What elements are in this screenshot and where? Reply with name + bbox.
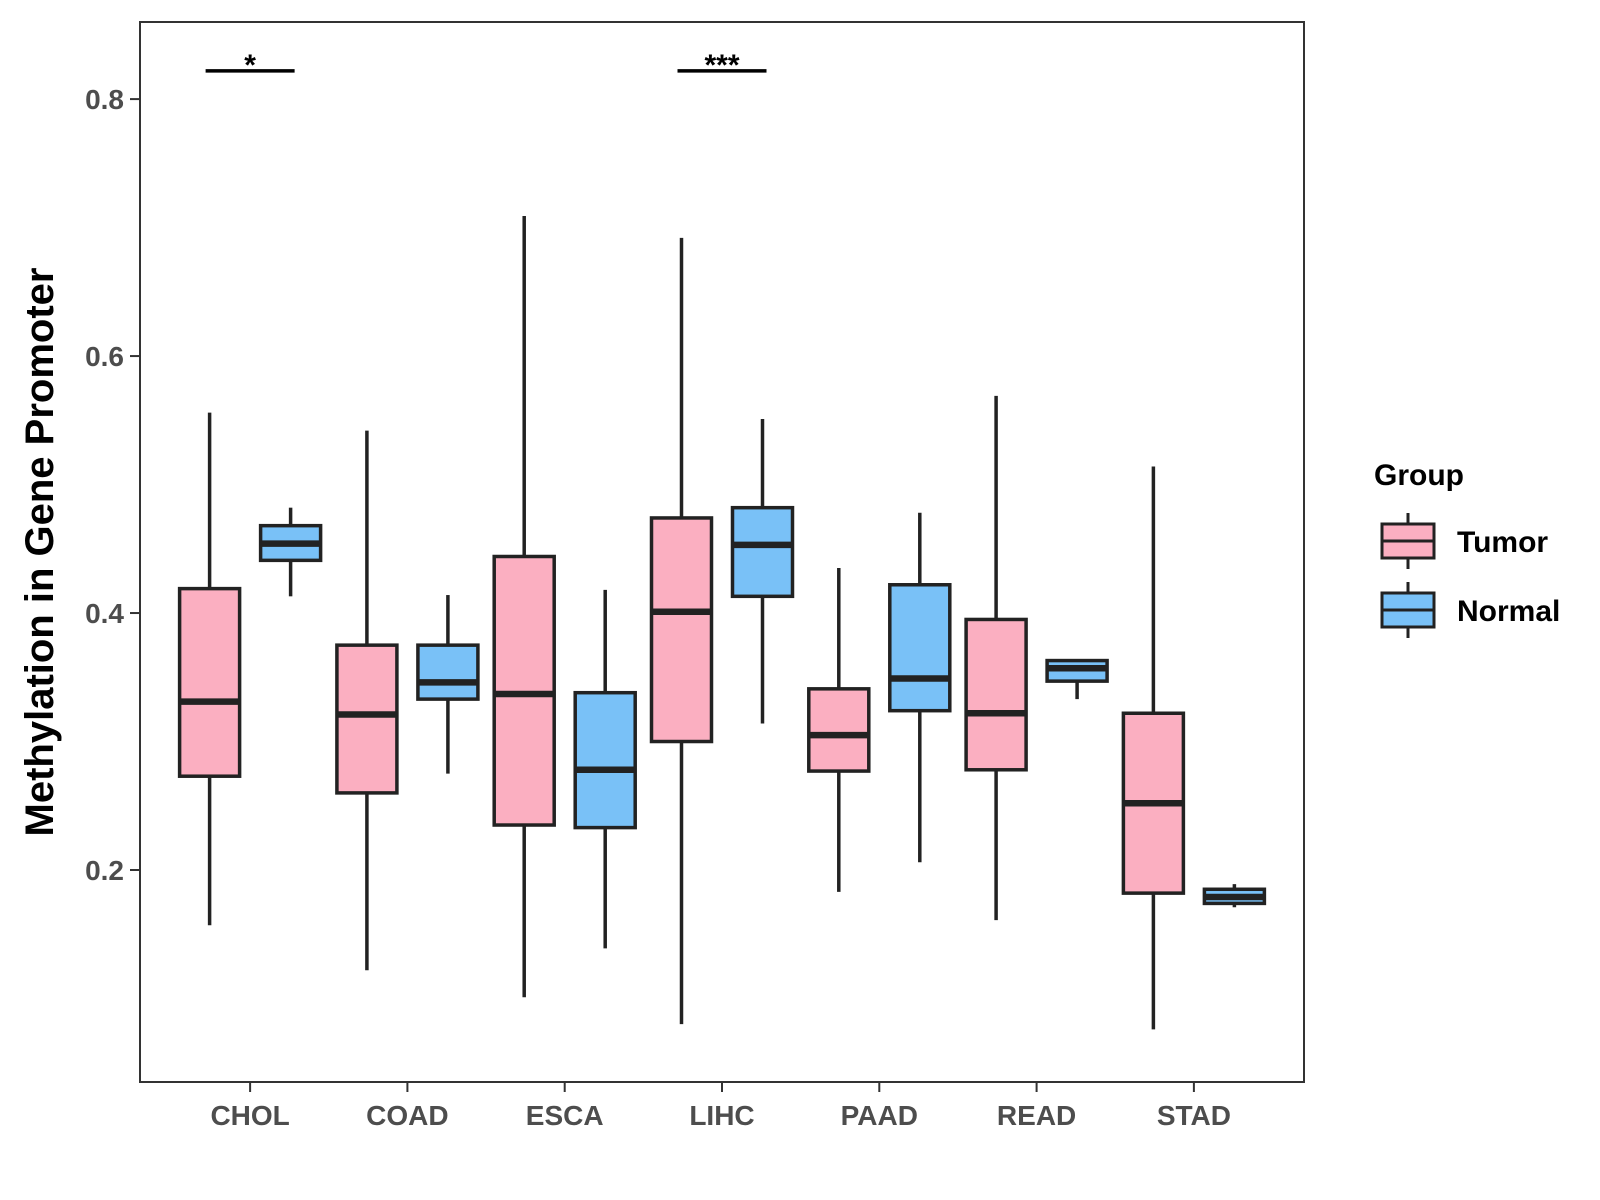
normal-box-read xyxy=(1045,658,1109,700)
normal-box-coad xyxy=(416,595,480,774)
tumor-box-lihc xyxy=(649,237,714,1025)
box-iqr xyxy=(335,643,399,795)
box-iqr xyxy=(807,687,871,773)
legend-item-tumor: Tumor xyxy=(1380,513,1548,569)
box-iqr xyxy=(416,643,480,701)
normal-box-chol xyxy=(258,507,323,597)
tumor-box-paad xyxy=(807,568,871,892)
normal-box-esca xyxy=(573,589,637,949)
y-tick-label: 0.6 xyxy=(85,341,124,372)
y-tick-label: 0.8 xyxy=(85,84,124,115)
normal-box-stad xyxy=(1202,884,1267,908)
normal-box-lihc xyxy=(730,419,795,724)
x-tick-label: STAD xyxy=(1157,1100,1231,1131)
significance-label: * xyxy=(244,49,256,82)
x-tick-label: CHOL xyxy=(210,1100,289,1131)
normal-box-paad xyxy=(888,512,952,863)
y-axis: 0.2 0.4 0.6 0.8 xyxy=(85,84,140,886)
legend-title: Group xyxy=(1374,459,1464,492)
tumor-box-stad xyxy=(1121,466,1186,1030)
box-iqr xyxy=(649,516,714,744)
y-tick-label: 0.4 xyxy=(85,598,124,629)
x-axis: CHOL COAD ESCA LIHC PAAD READ STAD xyxy=(210,1082,1231,1131)
box-iqr xyxy=(730,505,795,599)
x-tick-label: PAAD xyxy=(841,1100,918,1131)
tumor-box-esca xyxy=(492,216,556,998)
legend-label: Normal xyxy=(1457,595,1560,628)
x-tick-label: COAD xyxy=(366,1100,448,1131)
significance-label: *** xyxy=(704,49,739,82)
x-tick-label: READ xyxy=(997,1100,1076,1131)
x-tick-label: LIHC xyxy=(689,1100,754,1131)
box-iqr xyxy=(573,690,637,830)
legend: Group Tumor Normal xyxy=(1374,459,1560,638)
legend-label: Tumor xyxy=(1457,526,1548,559)
box-iqr xyxy=(888,583,952,713)
box-iqr xyxy=(964,617,1028,772)
box-iqr xyxy=(177,586,242,778)
tumor-box-chol xyxy=(177,412,242,926)
y-axis-title: Methylation in Gene Promoter xyxy=(18,268,62,837)
legend-item-normal: Normal xyxy=(1380,582,1560,638)
boxes-layer xyxy=(177,216,1267,1030)
x-tick-label: ESCA xyxy=(526,1100,604,1131)
tumor-box-coad xyxy=(335,430,399,971)
significance-layer: * *** xyxy=(205,49,767,82)
y-tick-label: 0.2 xyxy=(85,855,124,886)
tumor-box-read xyxy=(964,395,1028,921)
